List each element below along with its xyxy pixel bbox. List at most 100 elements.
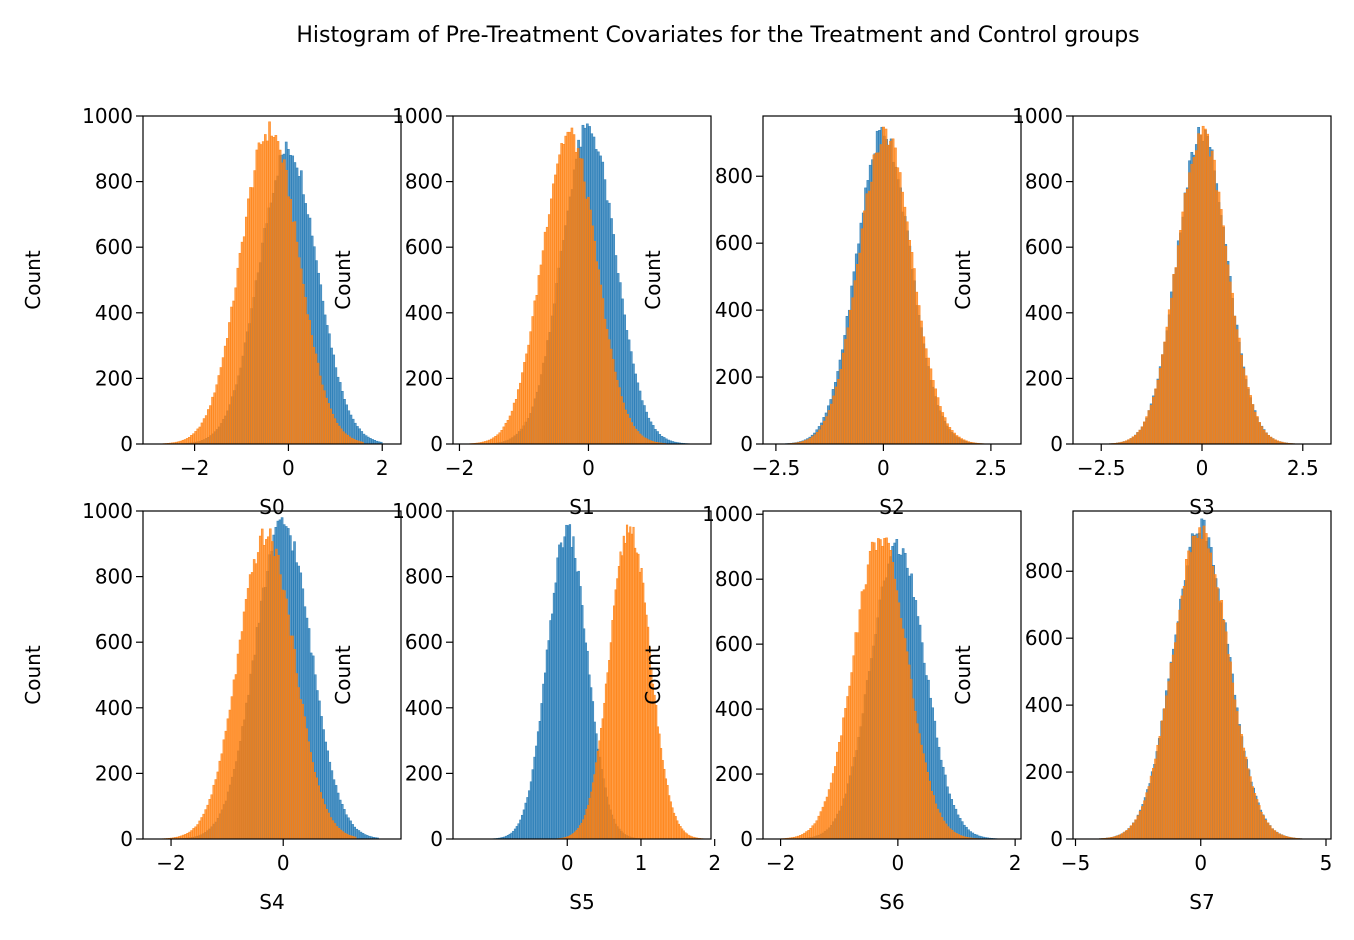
histogram-bar [204,415,208,444]
histogram-bar [525,353,528,444]
histogram-bar [266,140,269,444]
histogram-bar [886,145,890,444]
histogram-bar [632,426,636,444]
histogram-bar [1198,527,1201,839]
histogram-bar [950,430,954,444]
histogram-bar [248,574,252,839]
y-tick-label: 600 [715,231,753,255]
histogram-bar [591,225,594,444]
histogram-bar [574,558,577,839]
histogram-bar [1267,435,1270,444]
histogram-bar [325,808,329,839]
y-tick-label: 1000 [82,499,133,523]
histogram-bar [240,631,244,839]
histogram-bar [1246,387,1250,444]
histogram-bar [283,590,286,839]
histogram-bar [550,198,553,444]
histogram-bar [281,589,284,839]
histogram-bar [920,744,923,839]
axes-frame [762,510,1022,840]
histogram-bar [192,433,195,444]
histogram-bar [220,753,224,839]
histogram-bar [333,823,337,839]
histogram-bar [1121,833,1124,839]
histogram-bar [891,138,895,444]
histogram-bar [261,141,265,444]
histogram-bar [572,536,575,839]
histogram-bar [198,820,201,839]
histogram-bar [314,353,318,444]
x-tick-label: −2.5 [1077,456,1126,480]
histogram-bar [1187,550,1190,839]
histogram-bar [200,817,203,839]
histogram-bar [498,432,501,444]
histogram-bar [1215,587,1219,839]
histogram-bar [273,556,276,839]
histogram-bar [558,154,561,444]
histogram-bar [1228,281,1232,444]
histogram-panel-S5: 0 200 400 600 800 1000 0 1 2 S5 Count [331,499,721,914]
histogram-bar [944,823,948,839]
histogram-bar [226,718,230,839]
histogram-bar [291,635,294,839]
histogram-bar [864,584,868,839]
histogram-bar [1246,768,1250,839]
histogram-bar [907,664,911,839]
histogram-bar [622,402,625,444]
histogram-bar [1204,128,1207,444]
histogram-bar [238,639,242,839]
histogram-bar [533,756,536,839]
histogram-bar [634,428,638,444]
histogram-bar [583,181,586,444]
histogram-bar [860,591,864,839]
histogram-bar [626,413,629,444]
histogram-bar [1192,157,1196,444]
histogram-bar [337,425,341,444]
histogram-bar [357,830,361,839]
histogram-bar [207,409,210,444]
histogram-bar [621,555,624,839]
histogram-bar [1210,150,1214,444]
histogram-bar [839,369,843,444]
histogram-bar [528,790,531,839]
histogram-bar [230,306,233,444]
histogram-bar [1201,125,1205,444]
histogram-bar [1249,395,1252,444]
histogram-bar [811,436,815,444]
histogram-bar [585,198,588,444]
histogram-bar [508,415,512,444]
histogram-bar [564,135,568,444]
histogram-bar [1202,525,1206,839]
histogram-bar [1200,538,1204,839]
histogram-bar [620,396,623,444]
histogram-bar [212,784,216,839]
histogram-bar [815,820,819,839]
histogram-bar [325,397,328,444]
histogram-bar [572,134,576,444]
histogram-bar [831,773,835,839]
histogram-bar [547,640,550,839]
histogram-bar [342,431,345,444]
histogram-bar [1273,830,1276,839]
histogram-bar [953,831,956,839]
histogram-bar [1224,245,1228,444]
histogram-bar [1163,708,1166,839]
y-tick-label: 200 [715,365,753,389]
histogram-bar [236,653,240,839]
histogram-bar [1208,156,1212,444]
histogram-bar [669,801,672,839]
histogram-bar [915,291,919,444]
histogram-bar [1251,786,1254,839]
histogram-bar [1206,133,1210,444]
histogram-bar [219,367,223,444]
histogram-bar [891,562,895,839]
histogram-bar [249,187,252,444]
histogram-bar [858,252,862,444]
histogram-bar [366,436,370,444]
histogram-bar [210,794,214,839]
y-tick-label: 0 [740,827,753,851]
histogram-bar [527,344,530,444]
histogram-bar [1125,830,1129,839]
y-axis-label: Count [641,250,665,310]
histogram-bar [1258,422,1261,444]
